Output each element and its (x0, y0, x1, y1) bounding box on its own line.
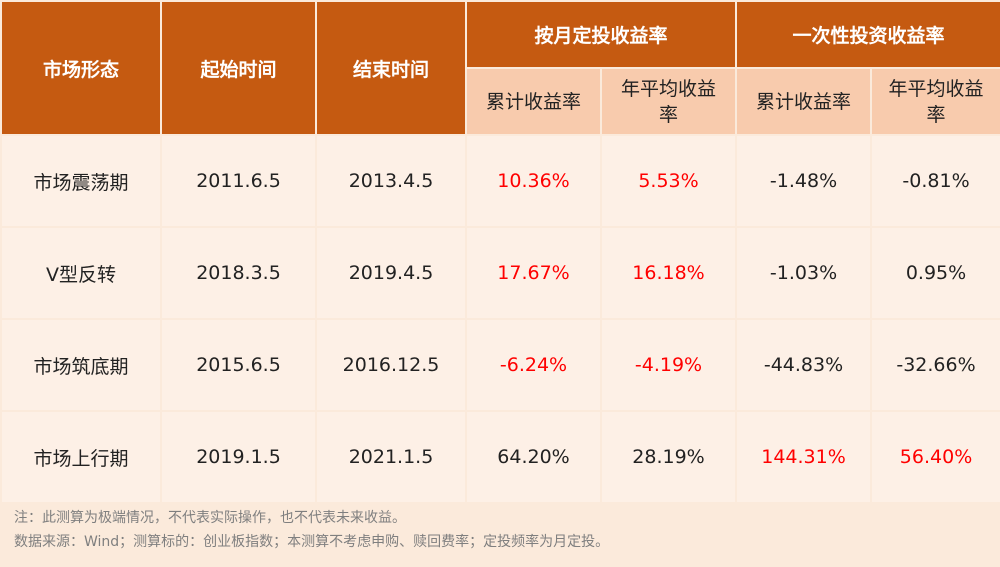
header-monthly-investment: 按月定投收益率 (464, 0, 738, 69)
subheader-monthly-annual-label: 年平均收益率 (620, 77, 716, 126)
cell-lump-cumulative: -44.83% (735, 318, 873, 412)
cell-lump-annual: 0.95% (870, 226, 1000, 320)
cell-monthly-cumulative: 10.36% (465, 134, 602, 228)
subheader-monthly-cumulative-label: 累计收益率 (485, 90, 581, 113)
cell-lump-cumulative: -1.03% (735, 226, 873, 320)
subheader-lump-annual: 年平均收益率 (870, 67, 1000, 136)
subheader-monthly-cumulative: 累计收益率 (465, 67, 602, 136)
footnote-data-source: 数据来源：Wind；测算标的：创业板指数；本测算不考虑申购、赎回费率；定投频率为… (14, 534, 610, 550)
cell-market: 市场上行期 (0, 410, 162, 504)
cell-start-date: 2019.1.5 (160, 410, 317, 504)
header-end-date: 结束时间 (315, 0, 467, 136)
header-lump-sum-investment: 一次性投资收益率 (735, 0, 1000, 69)
cell-end-date: 2013.4.5 (315, 134, 467, 228)
cell-lump-annual: -0.81% (870, 134, 1000, 228)
subheader-lump-cumulative: 累计收益率 (735, 67, 873, 136)
cell-monthly-annual: 5.53% (599, 134, 738, 228)
subheader-lump-annual-label: 年平均收益率 (888, 77, 984, 126)
header-start-date: 起始时间 (160, 0, 317, 136)
cell-monthly-cumulative: -6.24% (465, 318, 602, 412)
cell-start-date: 2018.3.5 (160, 226, 317, 320)
cell-lump-cumulative: 144.31% (735, 410, 873, 504)
cell-monthly-annual: -4.19% (599, 318, 738, 412)
table-row: 市场震荡期 2011.6.5 2013.4.5 10.36% 5.53% -1.… (0, 134, 1000, 228)
table-row: 市场筑底期 2015.6.5 2016.12.5 -6.24% -4.19% -… (0, 318, 1000, 412)
subheader-lump-cumulative-label: 累计收益率 (756, 90, 852, 113)
returns-table: 市场形态 起始时间 结束时间 按月定投收益率 一次性投资收益率 累计收益率 年平… (0, 0, 1000, 504)
cell-end-date: 2016.12.5 (315, 318, 467, 412)
cell-lump-annual: -32.66% (870, 318, 1000, 412)
cell-market: 市场筑底期 (0, 318, 162, 412)
table-row: V型反转 2018.3.5 2019.4.5 17.67% 16.18% -1.… (0, 226, 1000, 320)
cell-monthly-cumulative: 64.20% (465, 410, 602, 504)
footnote: 注：此测算为极端情况，不代表实际操作，也不代表未来收益。 数据来源：Wind；测… (14, 506, 609, 554)
table-row: 市场上行期 2019.1.5 2021.1.5 64.20% 28.19% 14… (0, 410, 1000, 504)
cell-end-date: 2019.4.5 (315, 226, 467, 320)
cell-market: 市场震荡期 (0, 134, 162, 228)
cell-market: V型反转 (0, 226, 162, 320)
cell-end-date: 2021.1.5 (315, 410, 467, 504)
cell-start-date: 2015.6.5 (160, 318, 317, 412)
cell-start-date: 2011.6.5 (160, 134, 317, 228)
cell-monthly-annual: 16.18% (599, 226, 738, 320)
subheader-monthly-annual: 年平均收益率 (599, 67, 738, 136)
cell-lump-annual: 56.40% (870, 410, 1000, 504)
footnote-disclaimer: 注：此测算为极端情况，不代表实际操作，也不代表未来收益。 (14, 510, 406, 526)
cell-monthly-annual: 28.19% (599, 410, 738, 504)
cell-lump-cumulative: -1.48% (735, 134, 873, 228)
header-market: 市场形态 (0, 0, 162, 136)
cell-monthly-cumulative: 17.67% (465, 226, 602, 320)
